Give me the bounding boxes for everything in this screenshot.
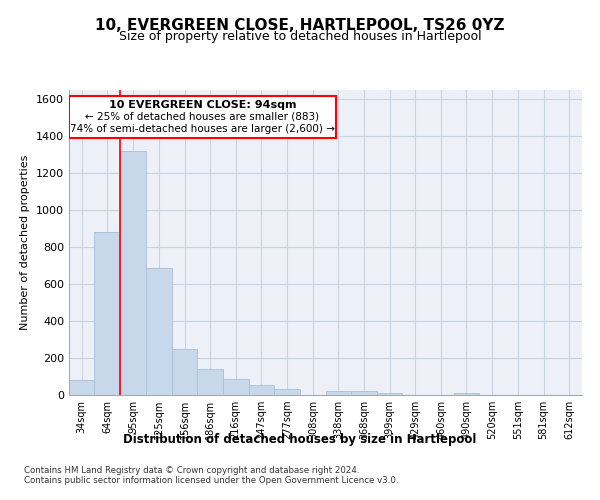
FancyBboxPatch shape — [69, 96, 335, 138]
Bar — [274, 390, 300, 395]
Text: ← 25% of detached houses are smaller (883): ← 25% of detached houses are smaller (88… — [85, 112, 319, 122]
Text: 74% of semi-detached houses are larger (2,600) →: 74% of semi-detached houses are larger (… — [70, 124, 335, 134]
Bar — [223, 380, 249, 395]
Text: Contains public sector information licensed under the Open Government Licence v3: Contains public sector information licen… — [24, 476, 398, 485]
Text: Contains HM Land Registry data © Crown copyright and database right 2024.: Contains HM Land Registry data © Crown c… — [24, 466, 359, 475]
Bar — [249, 385, 274, 395]
Bar — [121, 151, 146, 395]
Bar — [69, 380, 94, 395]
Bar — [94, 232, 121, 395]
Text: 10 EVERGREEN CLOSE: 94sqm: 10 EVERGREEN CLOSE: 94sqm — [109, 100, 296, 110]
Bar — [325, 391, 351, 395]
Bar — [351, 391, 377, 395]
Bar — [454, 393, 479, 395]
Text: 10, EVERGREEN CLOSE, HARTLEPOOL, TS26 0YZ: 10, EVERGREEN CLOSE, HARTLEPOOL, TS26 0Y… — [95, 18, 505, 32]
Bar — [146, 268, 172, 395]
Text: Distribution of detached houses by size in Hartlepool: Distribution of detached houses by size … — [124, 432, 476, 446]
Bar — [172, 349, 197, 395]
Bar — [197, 369, 223, 395]
Y-axis label: Number of detached properties: Number of detached properties — [20, 155, 31, 330]
Text: Size of property relative to detached houses in Hartlepool: Size of property relative to detached ho… — [119, 30, 481, 43]
Bar — [377, 393, 402, 395]
